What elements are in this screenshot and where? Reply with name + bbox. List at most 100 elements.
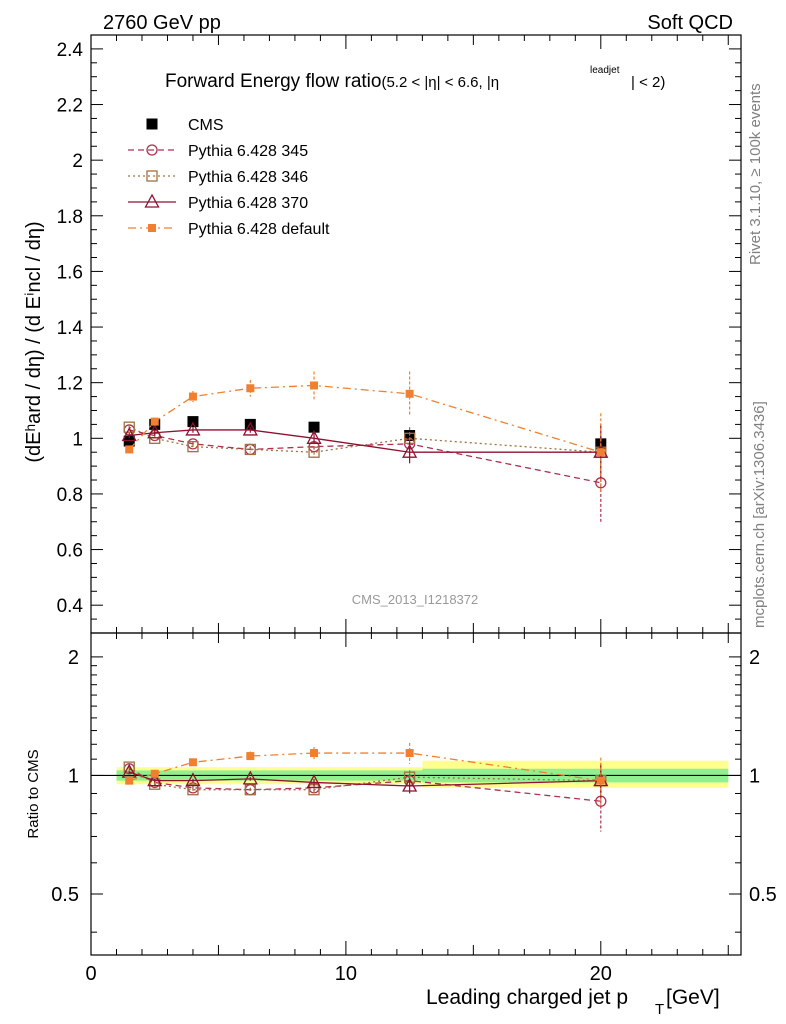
main-point-p370 <box>121 427 137 442</box>
ratio-y-axis-label: Ratio to CMS <box>25 749 42 838</box>
header-left-label: 2760 GeV pp <box>103 12 221 34</box>
ratio-series-pdefault <box>125 742 605 808</box>
main-point-p346 <box>123 421 135 433</box>
main-point-pdefault <box>596 448 605 457</box>
legend-marker-p370 <box>144 193 160 208</box>
ratio-point-p370 <box>147 772 163 787</box>
ratio-y-tick-label-right: 2 <box>749 647 760 669</box>
main-point-pdefault <box>405 389 414 398</box>
ratio-point-pdefault <box>405 749 414 758</box>
ratio-y-tick-label-right: 1 <box>749 765 760 787</box>
main-point-p370 <box>402 443 418 458</box>
main-point-p370 <box>147 424 163 439</box>
main-y-tick-label: 0.6 <box>57 541 83 562</box>
main-title-subtext: (5.2 < |η| < 6.6, |η <box>381 74 499 91</box>
main-series-p346 <box>123 421 607 481</box>
x-tick-label: 0 <box>85 963 96 985</box>
ratio-point-pdefault <box>125 776 134 785</box>
main-y-tick-label: 1 <box>72 429 83 450</box>
rivet-label: Rivet 3.1.10, ≥ 100k events <box>747 83 764 265</box>
x-axis-label-end: [GeV] <box>666 986 720 1009</box>
main-point-pdefault <box>188 392 197 401</box>
main-point-p370 <box>306 429 322 444</box>
ratio-panel: 0.5 0.5 1 1 2 2 0 10 20 <box>51 632 777 985</box>
ratio-point-pdefault <box>150 769 159 778</box>
header-right-label: Soft QCD <box>647 12 733 34</box>
main-y-axis-label: (dEʰard / dη) / (d Eⁱncl / dη) <box>23 221 45 462</box>
main-point-p346 <box>187 440 199 453</box>
ratio-x-axis: 0 10 20 <box>85 633 729 985</box>
main-y-tick-label: 0.8 <box>57 485 83 506</box>
main-line-p370 <box>129 429 601 453</box>
legend-label-p345: Pythia 6.428 345 <box>188 143 308 160</box>
main-y-tick-label: 2.2 <box>57 96 83 117</box>
ratio-series-layer <box>121 742 609 832</box>
ratio-y-axis: 0.5 0.5 1 1 2 2 <box>51 647 777 933</box>
x-axis-label-text: Leading charged jet p <box>426 986 628 1009</box>
svg-text:Leading charged jet p: Leading charged jet p <box>426 986 628 1009</box>
x-axis-label: Leading charged jet p T [GeV] <box>426 986 720 1018</box>
ratio-y-tick-label: 0.5 <box>51 884 79 906</box>
main-title: Forward Energy flow ratio(5.2 < |η| < 6.… <box>165 65 665 92</box>
legend-marker-pdefault <box>148 224 156 232</box>
main-y-tick-label: 1.2 <box>57 374 83 395</box>
main-title-end: | < 2) <box>631 74 665 91</box>
main-title-text: Forward Energy flow ratio <box>165 71 381 92</box>
ratio-y-tick-label-right: 0.5 <box>749 884 777 906</box>
main-point-pdefault <box>310 381 319 390</box>
main-title-superscript: leadjet <box>590 65 620 76</box>
main-point-pdefault <box>150 417 159 426</box>
main-y-tick-label: 1.4 <box>57 318 84 339</box>
ratio-point-pdefault <box>246 752 255 761</box>
main-point-pdefault <box>125 445 134 454</box>
x-tick-label: 20 <box>590 963 612 985</box>
legend-label-p346: Pythia 6.428 346 <box>188 169 308 186</box>
main-line-p345 <box>129 429 601 484</box>
ratio-point-p370 <box>185 772 201 787</box>
main-point-p370 <box>242 421 258 436</box>
ratio-point-pdefault <box>188 758 197 767</box>
legend-marker-p346 <box>146 170 158 182</box>
svg-text:Forward Energy flow ratio(5.2: Forward Energy flow ratio(5.2 < |η| < 6.… <box>165 71 499 92</box>
ratio-y-tick-label: 1 <box>68 765 79 787</box>
legend-marker-cms <box>146 118 158 130</box>
main-y-tick-label: 1.6 <box>57 262 83 283</box>
ratio-point-p346 <box>244 784 256 796</box>
main-point-cms <box>244 418 256 430</box>
x-axis-label-subscript: T <box>655 1001 664 1018</box>
main-series-pdefault <box>125 371 605 492</box>
main-line-pdefault <box>128 384 601 453</box>
ratio-point-p370 <box>306 774 322 789</box>
ratio-point-pdefault <box>596 776 605 785</box>
main-point-p346 <box>244 443 256 456</box>
mcplots-label: mcplots.cern.ch [arXiv:1306.3436] <box>751 401 768 628</box>
legend-label-cms: CMS <box>188 117 224 134</box>
main-point-cms <box>308 421 320 433</box>
main-y-tick-label: 2 <box>72 151 83 172</box>
legend-label-pdefault: Pythia 6.428 default <box>188 221 330 238</box>
main-y-axis: 0.4 0.6 0.8 1 1.2 1.4 1.6 1.8 2 2.2 2.4 <box>57 34 741 634</box>
main-y-tick-label: 1.8 <box>57 207 83 228</box>
x-tick-label: 10 <box>335 963 357 985</box>
legend-label-p370: Pythia 6.428 370 <box>188 195 308 212</box>
main-series-p345 <box>123 424 607 522</box>
main-point-pdefault <box>246 384 255 393</box>
ratio-point-pdefault <box>310 749 319 758</box>
ratio-point-p370 <box>402 777 418 792</box>
watermark-label: CMS_2013_I1218372 <box>352 592 479 607</box>
ratio-frame <box>90 632 742 956</box>
main-panel: 0.4 0.6 0.8 1 1.2 1.4 1.6 1.8 2 2.2 2.4 <box>57 34 742 634</box>
main-series-layer <box>121 371 609 522</box>
main-point-p346 <box>308 446 320 458</box>
ratio-point-p346 <box>187 784 199 796</box>
main-y-tick-label: 2.4 <box>57 40 84 61</box>
main-point-p370 <box>185 421 201 436</box>
legend: CMS Pythia 6.428 345 Pythia 6.428 346 Pythi… <box>128 117 330 238</box>
legend-marker-p345 <box>146 144 158 156</box>
ratio-point-p370 <box>242 770 258 785</box>
main-y-tick-label: 0.4 <box>57 596 84 617</box>
main-x-ticks <box>90 35 729 633</box>
ratio-y-tick-label: 2 <box>68 647 79 669</box>
ratio-uncertainty-bands <box>91 760 741 788</box>
